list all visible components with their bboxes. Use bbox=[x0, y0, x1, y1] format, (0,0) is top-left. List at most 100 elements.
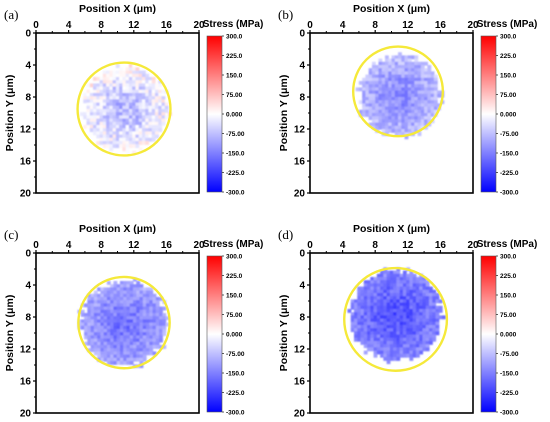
stress-cell bbox=[414, 87, 419, 92]
stress-cell bbox=[115, 80, 120, 85]
stress-cell bbox=[375, 122, 380, 127]
y-tick-label: 4 bbox=[25, 61, 31, 72]
stress-cell bbox=[86, 121, 91, 126]
stress-cell bbox=[399, 312, 404, 317]
stress-cell bbox=[417, 103, 422, 108]
stress-cell bbox=[125, 141, 130, 145]
stress-cell bbox=[136, 287, 141, 292]
stress-cell bbox=[396, 283, 401, 288]
stress-cell bbox=[402, 309, 407, 313]
stress-cell bbox=[155, 325, 160, 330]
stress-cell bbox=[414, 106, 419, 111]
y-tick-label: 12 bbox=[294, 125, 306, 136]
stress-cell bbox=[384, 113, 389, 117]
stress-cell bbox=[149, 297, 154, 301]
stress-cell bbox=[97, 325, 101, 330]
colorbar-tick-label: 150.0 bbox=[500, 293, 517, 300]
stress-cell bbox=[112, 77, 117, 81]
stress-cell bbox=[388, 74, 393, 79]
stress-cell bbox=[414, 58, 419, 63]
stress-cell bbox=[422, 277, 427, 281]
stress-cell bbox=[394, 132, 399, 137]
stress-cell bbox=[415, 305, 420, 310]
stress-cell bbox=[132, 131, 137, 136]
stress-cell bbox=[417, 74, 422, 79]
stress-cell bbox=[373, 289, 378, 294]
stress-cell bbox=[99, 83, 104, 88]
stress-cell bbox=[93, 319, 98, 324]
stress-cell bbox=[427, 68, 432, 73]
stress-cell bbox=[115, 112, 120, 117]
stress-cell bbox=[396, 331, 401, 336]
stress-cell bbox=[116, 345, 121, 349]
stress-cell bbox=[376, 296, 381, 301]
stress-cell bbox=[409, 280, 414, 285]
stress-cell bbox=[373, 280, 378, 285]
stress-cell bbox=[119, 345, 124, 349]
stress-cell bbox=[122, 109, 127, 113]
stress-cell bbox=[424, 87, 428, 92]
stress-cell bbox=[375, 65, 380, 69]
stress-cell bbox=[402, 325, 407, 329]
stress-cell bbox=[128, 105, 133, 110]
stress-cell bbox=[154, 115, 159, 120]
stress-cell bbox=[122, 147, 127, 152]
stress-cell bbox=[136, 316, 141, 321]
stress-cell bbox=[90, 319, 95, 324]
stress-cell bbox=[145, 105, 150, 110]
stress-cell bbox=[119, 290, 124, 295]
stress-cell bbox=[112, 125, 117, 129]
stress-cell bbox=[386, 277, 391, 281]
stress-cell bbox=[415, 337, 420, 342]
stress-cell bbox=[128, 64, 133, 69]
stress-heatmap bbox=[347, 267, 446, 365]
stress-cell bbox=[102, 115, 107, 120]
stress-cell bbox=[145, 112, 150, 117]
stress-cell bbox=[132, 316, 137, 321]
stress-cell bbox=[113, 309, 118, 314]
stress-cell bbox=[112, 80, 117, 85]
stress-cell bbox=[80, 319, 85, 324]
stress-cell bbox=[159, 313, 163, 317]
stress-cell bbox=[424, 116, 428, 121]
stress-cell bbox=[371, 103, 376, 108]
stress-cell bbox=[87, 325, 92, 330]
stress-cell bbox=[115, 134, 120, 139]
stress-cell bbox=[401, 74, 406, 79]
stress-cell bbox=[419, 328, 424, 333]
stress-cell bbox=[399, 331, 404, 336]
stress-cell bbox=[86, 93, 91, 97]
stress-cell bbox=[96, 96, 101, 101]
stress-cell bbox=[401, 55, 406, 60]
stress-cell bbox=[409, 293, 414, 297]
stress-cell bbox=[399, 273, 404, 278]
stress-cell bbox=[401, 61, 406, 66]
stress-cell bbox=[90, 306, 95, 311]
stress-cell bbox=[116, 329, 121, 333]
stress-cell bbox=[406, 353, 411, 358]
stress-cell bbox=[99, 118, 104, 123]
stress-cell bbox=[386, 360, 391, 365]
stress-cell bbox=[409, 357, 414, 361]
stress-cell bbox=[391, 116, 396, 121]
stress-cell bbox=[110, 316, 115, 321]
stress-cell bbox=[125, 115, 130, 120]
stress-cell bbox=[100, 293, 105, 298]
stress-cell bbox=[398, 106, 402, 111]
stress-cell bbox=[93, 348, 98, 353]
stress-cell bbox=[132, 112, 137, 117]
stress-cell bbox=[123, 297, 128, 301]
stress-cell bbox=[394, 125, 399, 130]
stress-cell bbox=[102, 109, 107, 113]
stress-cell bbox=[371, 122, 376, 127]
stress-cell bbox=[375, 125, 380, 130]
stress-cell bbox=[132, 70, 137, 75]
stress-cell bbox=[404, 116, 409, 121]
stress-cell bbox=[132, 115, 137, 120]
stress-cell bbox=[128, 115, 133, 120]
stress-cell bbox=[139, 309, 144, 314]
stress-cell bbox=[116, 293, 121, 298]
stress-cell bbox=[115, 64, 120, 69]
stress-cell bbox=[402, 350, 407, 355]
stress-cell bbox=[406, 293, 411, 297]
